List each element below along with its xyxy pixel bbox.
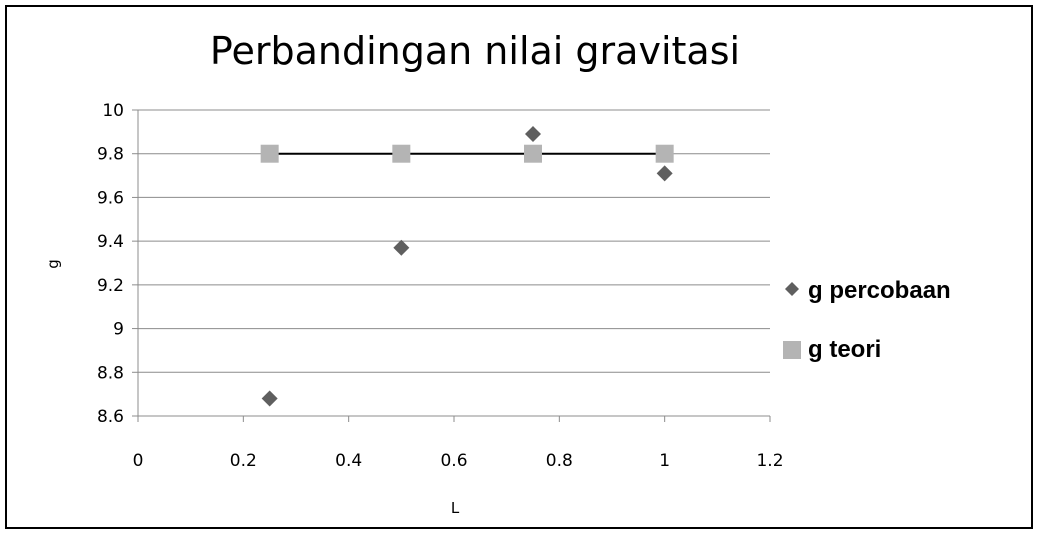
data-point-g-teori [655, 144, 674, 163]
x-tick-label: 0.2 [230, 451, 257, 471]
axes [132, 109, 771, 422]
gridlines [138, 109, 770, 417]
y-tick-label: 9 [113, 320, 124, 340]
series-markers [260, 126, 674, 407]
legend-item-g-teori: g teori [783, 336, 881, 363]
chart-border [5, 5, 1033, 529]
y-tick-label: 9.6 [97, 188, 124, 208]
x-axis-label: L [451, 499, 460, 517]
x-tick-labels: 0 0.2 0.4 0.6 0.8 1 1.2 [133, 451, 784, 471]
x-tick-label: 1 [659, 451, 670, 471]
x-tick-label: 0 [133, 451, 144, 471]
y-tick-label: 9.8 [97, 145, 124, 165]
y-tick-labels: 8.6 8.8 9 9.2 9.4 9.6 9.8 10 [97, 101, 124, 427]
y-axis-label: g [44, 259, 62, 269]
x-tick-label: 0.4 [335, 451, 362, 471]
x-tick-label: 0.6 [440, 451, 467, 471]
data-point-g-teori [260, 144, 279, 163]
y-tick-label: 10 [102, 101, 124, 121]
legend-marker-diamond [785, 282, 799, 296]
y-tick-label: 9.4 [97, 232, 124, 252]
chart-title: Perbandingan nilai gravitasi [210, 29, 740, 73]
data-point-g-percobaan [656, 165, 673, 182]
legend: g percobaan g teori [783, 277, 951, 363]
data-point-g-percobaan [261, 390, 278, 407]
legend-label-g-percobaan: g percobaan [808, 277, 951, 304]
legend-marker-square [783, 341, 801, 359]
data-point-g-teori [392, 144, 411, 163]
data-point-g-percobaan [525, 126, 541, 143]
legend-item-g-percobaan: g percobaan [785, 277, 951, 304]
x-tick-label: 0.8 [546, 451, 573, 471]
legend-label-g-teori: g teori [808, 336, 881, 363]
data-point-g-teori [524, 144, 542, 163]
y-tick-label: 9.2 [97, 276, 124, 296]
x-tick-label: 1.2 [756, 451, 783, 471]
y-tick-label: 8.6 [97, 407, 124, 427]
data-point-g-percobaan [393, 239, 410, 256]
y-tick-label: 8.8 [97, 363, 124, 383]
